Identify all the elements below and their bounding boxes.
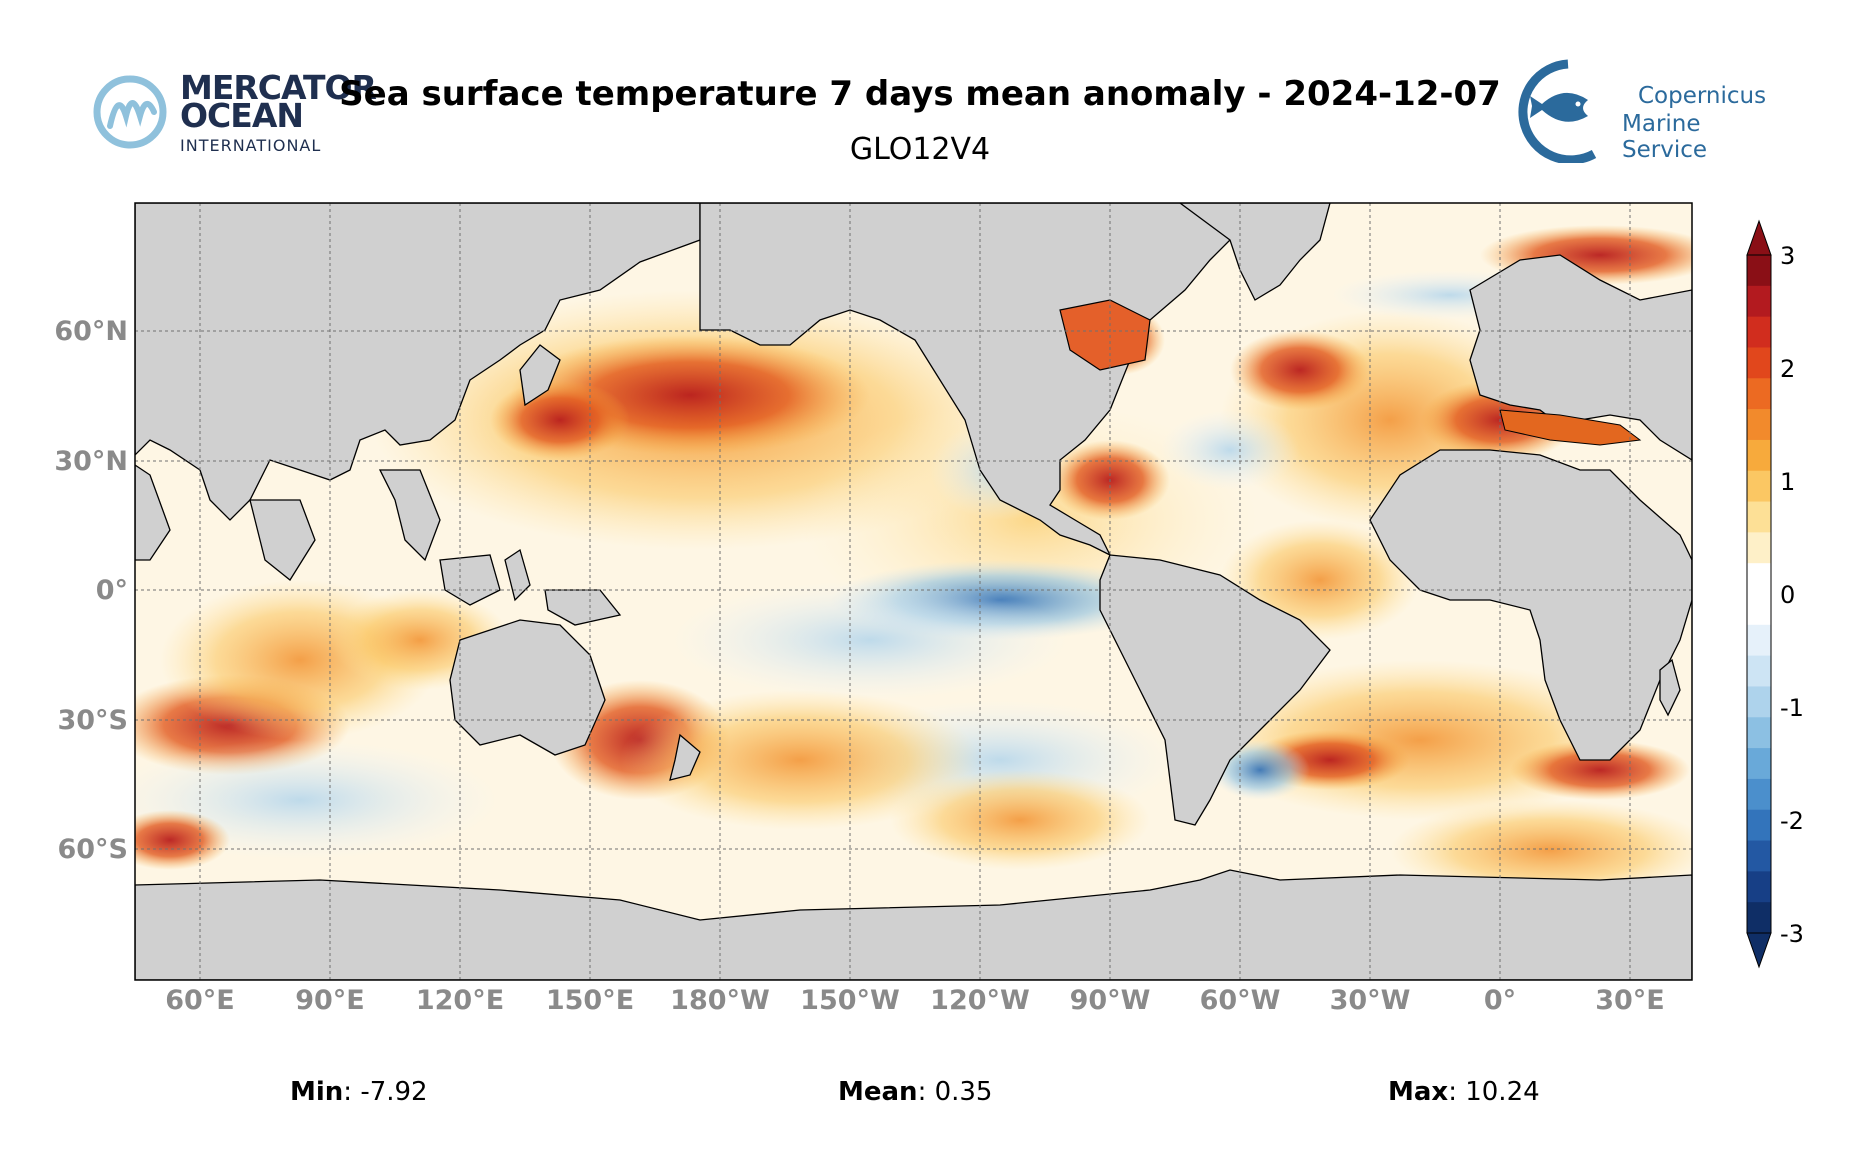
lon-tick: 60°E bbox=[165, 985, 235, 1016]
colorbar-segment bbox=[1747, 439, 1771, 472]
colorbar-segment bbox=[1747, 686, 1771, 718]
colorbar-frame bbox=[1746, 254, 1772, 934]
colorbar-segment bbox=[1747, 778, 1771, 811]
colorbar-segment bbox=[1747, 285, 1771, 318]
lon-tick: 150°E bbox=[546, 985, 634, 1016]
colorbar-segment bbox=[1747, 809, 1771, 842]
colorbar-tick: 3 bbox=[1780, 242, 1795, 270]
logo-line-3: INTERNATIONAL bbox=[180, 136, 322, 155]
colorbar-segment bbox=[1747, 378, 1771, 410]
copernicus-logo: Copernicus Marine Service bbox=[1508, 58, 1788, 163]
lon-tick: 120°E bbox=[416, 985, 504, 1016]
lon-tick: 150°W bbox=[800, 985, 900, 1016]
colorbar-segment bbox=[1747, 316, 1771, 348]
lon-tick: 90°W bbox=[1070, 985, 1151, 1016]
lon-ticks: 60°E 90°E 120°E 150°E 180°W 150°W 120°W … bbox=[165, 985, 1665, 1016]
colorbar-segment bbox=[1747, 655, 1771, 687]
colorbar-top-arrow bbox=[1746, 219, 1772, 256]
copernicus-line-2: Marine Service bbox=[1622, 111, 1708, 163]
colorbar-segment bbox=[1747, 594, 1771, 626]
colorbar-segment bbox=[1747, 347, 1771, 379]
stat-min-label: Min bbox=[290, 1077, 344, 1107]
colorbar-segment bbox=[1747, 840, 1771, 872]
map-field bbox=[135, 203, 1692, 980]
colorbar-segment bbox=[1747, 717, 1771, 749]
stat-max-value: : 10.24 bbox=[1448, 1077, 1540, 1107]
colorbar-segment bbox=[1747, 409, 1771, 441]
fish-icon bbox=[1518, 59, 1597, 163]
lon-tick: 60°W bbox=[1200, 985, 1281, 1016]
stat-mean: Mean: 0.35 bbox=[838, 1077, 992, 1107]
colorbar-segment bbox=[1747, 255, 1771, 287]
stat-mean-label: Mean bbox=[838, 1077, 918, 1107]
lon-tick: 30°W bbox=[1330, 985, 1411, 1016]
copernicus-line-1: Copernicus bbox=[1638, 83, 1767, 109]
lon-tick: 90°E bbox=[295, 985, 365, 1016]
gridlines bbox=[135, 203, 1692, 980]
stat-mean-value: : 0.35 bbox=[917, 1077, 993, 1107]
lon-tick: 30°E bbox=[1595, 985, 1665, 1016]
colorbar-tick: 0 bbox=[1780, 581, 1795, 609]
lon-tick: 180°W bbox=[670, 985, 770, 1016]
colorbar-segment bbox=[1747, 902, 1771, 934]
mercator-m-icon bbox=[93, 75, 167, 149]
land bbox=[135, 203, 1692, 980]
stat-max: Max: 10.24 bbox=[1388, 1077, 1540, 1107]
stat-min-value: : -7.92 bbox=[343, 1077, 428, 1107]
colorbar-segment bbox=[1747, 470, 1771, 503]
colorbar-tick: -3 bbox=[1780, 920, 1804, 948]
mercator-ocean-logo: MERCATOR OCEAN INTERNATIONAL bbox=[88, 60, 377, 160]
colorbar-segment bbox=[1747, 501, 1771, 533]
lat-tick: 60°S bbox=[57, 834, 128, 865]
colorbar: 3 2 1 0 -1 -2 -3 bbox=[1746, 219, 1804, 969]
logo-line-2: OCEAN bbox=[180, 96, 304, 135]
lat-tick: 30°N bbox=[54, 446, 128, 477]
colorbar-segment bbox=[1747, 624, 1771, 657]
lat-tick: 0° bbox=[96, 575, 128, 606]
stat-max-label: Max bbox=[1388, 1077, 1449, 1107]
colorbar-tick: 1 bbox=[1780, 468, 1795, 496]
lat-tick: 30°S bbox=[57, 705, 128, 736]
colorbar-tick: 2 bbox=[1780, 355, 1795, 383]
map-title: Sea surface temperature 7 days mean anom… bbox=[339, 74, 1501, 114]
colorbar-segment bbox=[1747, 748, 1771, 780]
colorbar-segment bbox=[1747, 532, 1771, 564]
colorbar-tick: -1 bbox=[1780, 694, 1804, 722]
logo-line-1: MERCATOR bbox=[180, 68, 377, 107]
colorbar-bottom-arrow bbox=[1746, 932, 1772, 969]
lon-tick: 120°W bbox=[930, 985, 1030, 1016]
stat-min: Min: -7.92 bbox=[290, 1077, 428, 1107]
map-frame bbox=[134, 202, 1693, 981]
lon-tick: 0° bbox=[1484, 985, 1516, 1016]
colorbar-tick: -2 bbox=[1780, 807, 1804, 835]
lat-ticks: 60°N 30°N 0° 30°S 60°S bbox=[54, 316, 128, 865]
lat-tick: 60°N bbox=[54, 316, 128, 347]
map-subtitle: GLO12V4 bbox=[849, 132, 991, 167]
colorbar-segment bbox=[1747, 871, 1771, 903]
colorbar-segment bbox=[1747, 563, 1771, 595]
